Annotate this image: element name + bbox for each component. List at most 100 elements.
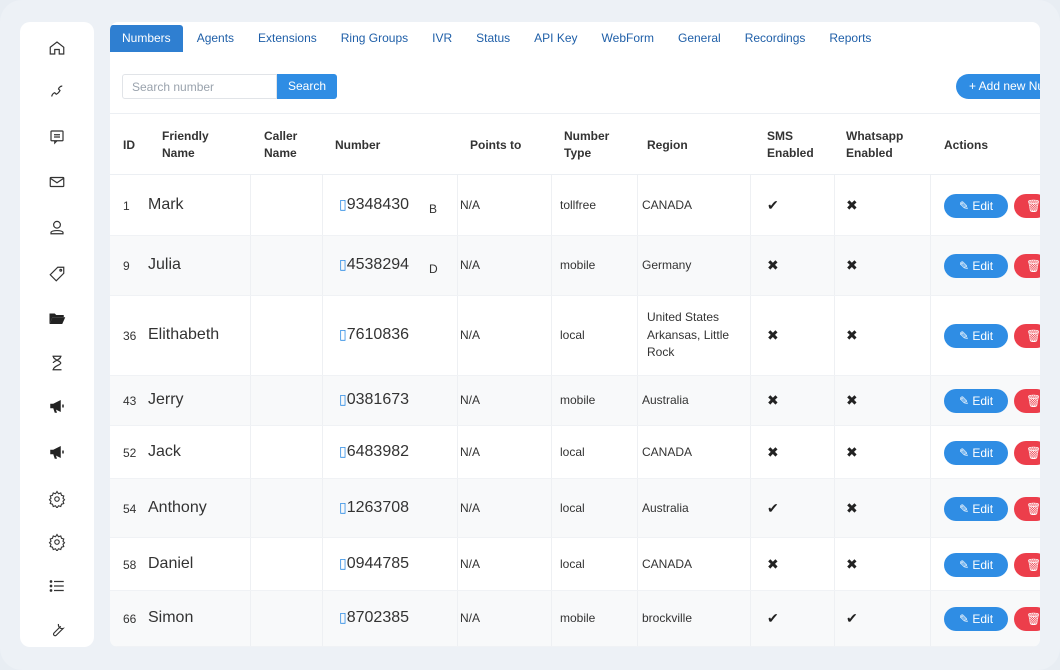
table-row: 54 Anthony ▯1263708 N/A local Australia ✔ ✖ ✎ Ed… [110,479,1040,538]
column-divider [930,236,931,295]
hourglass-icon[interactable] [47,353,67,373]
search-button[interactable]: Search [277,74,337,99]
tag-icon[interactable] [47,264,67,284]
column-divider [834,236,835,295]
tab-api-key[interactable]: API Key [534,31,578,45]
delete-button[interactable]: 🗑 [1014,607,1040,631]
column-divider [930,479,931,537]
edit-button[interactable]: ✎ Edit [944,193,1008,218]
column-divider [551,296,552,375]
column-divider [250,296,251,375]
delete-button[interactable]: 🗑 [1014,496,1040,521]
column-divider [457,296,458,375]
edit-button[interactable]: ✎ Edit [944,552,1008,577]
tab-general[interactable]: General [677,31,721,45]
region: United States Arkansas, Little Rock [647,310,730,359]
tab-recordings[interactable]: Recordings [744,31,806,45]
megaphone-icon[interactable] [47,442,67,462]
delete-button[interactable]: 🗑 [1014,193,1040,218]
add-number-button[interactable]: + Add new Number [956,74,1040,99]
column-divider [551,376,552,425]
edit-label: Edit [972,557,994,572]
friendly-name: Anthony [148,498,207,516]
edit-label: Edit [972,612,994,626]
whatsapp-disabled-cross-icon: ✖ [846,257,858,273]
header-region: Region [647,138,688,152]
user-icon[interactable] [47,217,67,237]
edit-pencil-icon: ✎ [958,329,973,343]
folder-icon[interactable] [47,308,67,328]
row-id: 54 [123,501,137,516]
sms-disabled-cross-icon: ✖ [767,443,779,460]
column-divider [457,538,458,590]
points-to: N/A [460,611,481,625]
number-type: mobile [560,393,596,407]
tab-numbers[interactable]: Numbers [110,25,183,52]
phone-number-icon: ▯ [339,391,347,407]
phone-number-value: 0944785 [346,554,410,572]
column-divider [322,591,323,646]
phone-number-value: 7610836 [346,326,410,343]
edit-button[interactable]: ✎ Edit [944,496,1008,521]
number-type: local [560,328,585,342]
column-divider [637,175,638,235]
header-actions: Actions [944,138,989,152]
column-divider [457,591,458,646]
search-input[interactable] [122,74,277,99]
points-to: N/A [460,328,481,342]
edit-button[interactable]: ✎ Edit [944,324,1008,348]
column-divider [750,236,751,295]
column-divider [250,376,251,425]
sms-disabled-cross-icon: ✖ [767,392,779,408]
header-friendly-name: Friendly Name [162,129,209,160]
edit-button[interactable]: ✎ Edit [944,607,1008,631]
delete-button[interactable]: 🗑 [1014,389,1040,413]
edit-button[interactable]: ✎ Edit [944,440,1008,465]
edit-button[interactable]: ✎ Edit [944,254,1008,278]
home-icon[interactable] [47,38,67,58]
column-divider [930,426,931,478]
tab-status[interactable]: Status [476,31,511,45]
settings-icon[interactable] [47,532,67,552]
megaphone-icon[interactable] [47,396,67,416]
tab-agents[interactable]: Agents [196,31,235,45]
phone-icon[interactable] [47,82,67,102]
sms-enabled-check-icon: ✔ [767,196,779,213]
trash-icon: 🗑 [1026,329,1040,343]
column-divider [250,426,251,478]
friendly-name: Jerry [148,391,184,408]
message-icon[interactable] [47,127,67,147]
number-type: mobile [560,258,596,272]
column-divider [930,376,931,425]
edit-pencil-icon: ✎ [958,612,973,626]
region: CANADA [642,444,693,459]
tab-webform[interactable]: WebForm [601,31,654,45]
list-icon[interactable] [47,576,67,596]
tab-ring-groups[interactable]: Ring Groups [340,31,409,45]
tab-reports[interactable]: Reports [829,31,872,45]
column-divider [834,426,835,478]
delete-button[interactable]: 🗑 [1014,552,1040,577]
delete-button[interactable]: 🗑 [1014,254,1040,278]
phone-number: ▯1263708 [339,499,409,517]
wrench-icon[interactable] [47,620,67,640]
mail-icon[interactable] [47,172,67,192]
column-divider [457,236,458,295]
region: Australia [642,500,689,515]
edit-label: Edit [972,445,994,460]
column-divider [551,175,552,235]
settings-icon[interactable] [47,489,67,509]
delete-button[interactable]: 🗑 [1014,440,1040,465]
whatsapp-enabled-check-icon: ✔ [846,610,858,626]
delete-button[interactable]: 🗑 [1014,324,1040,348]
trash-icon: 🗑 [1026,198,1040,213]
region: CANADA [642,556,693,571]
tab-extensions[interactable]: Extensions [258,31,317,45]
number-type: tollfree [560,197,597,212]
edit-pencil-icon: ✎ [958,445,973,460]
number-type: mobile [560,611,596,625]
tab-ivr[interactable]: IVR [432,31,453,45]
column-divider [750,479,751,537]
edit-button[interactable]: ✎ Edit [944,389,1008,413]
